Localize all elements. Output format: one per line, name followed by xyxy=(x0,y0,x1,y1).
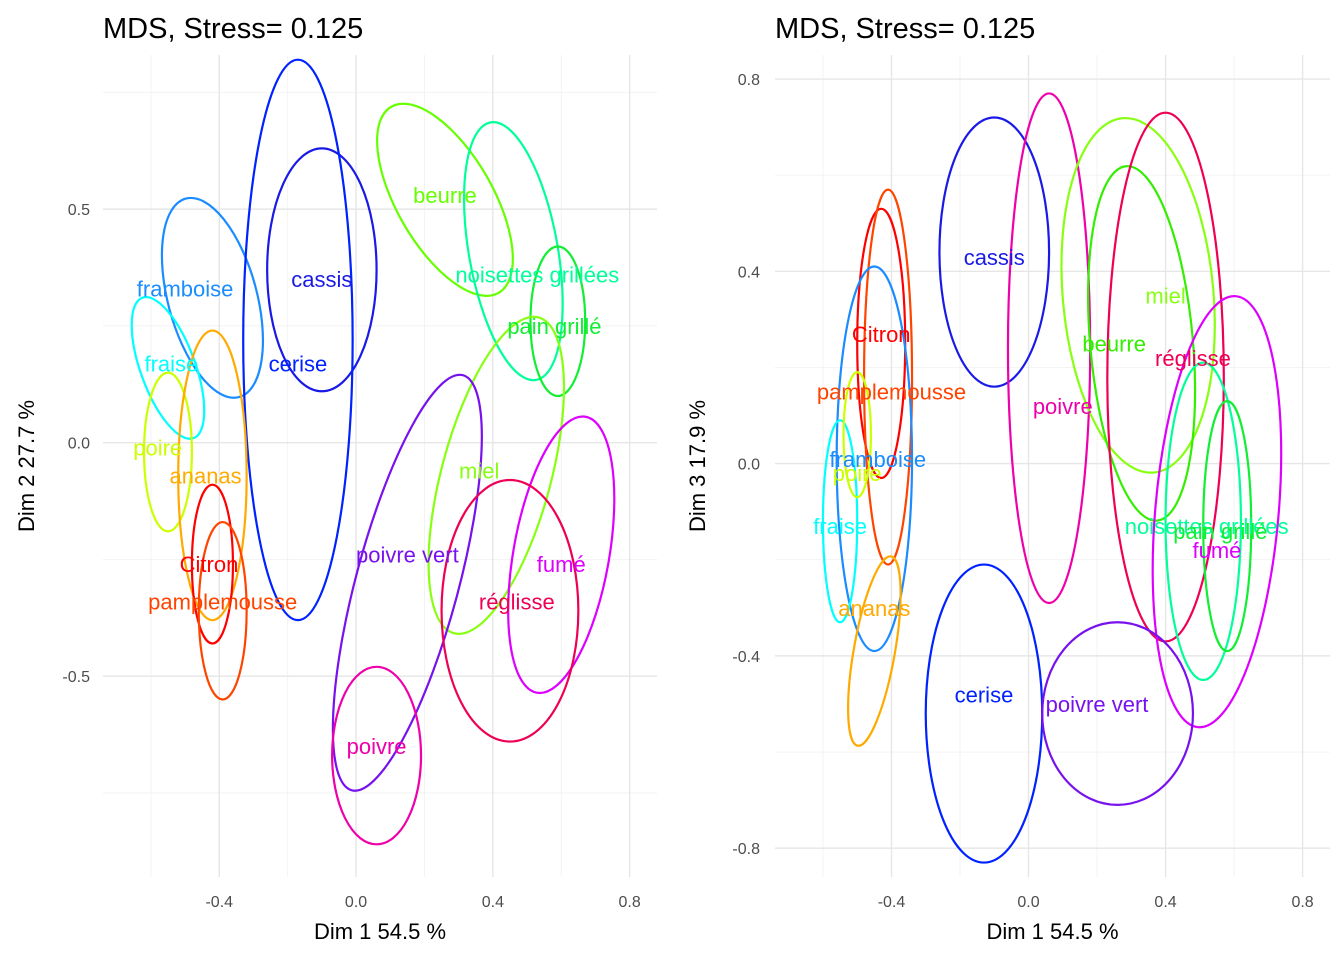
ellipse-beurre xyxy=(376,102,514,297)
point-label: poire xyxy=(833,461,882,486)
ellipse-poire xyxy=(142,371,194,533)
x-tick-label: -0.4 xyxy=(878,894,906,911)
ellipse-pamplemousse xyxy=(197,520,248,701)
point-label: fumé xyxy=(1192,538,1241,563)
point-label: Citron xyxy=(852,322,911,347)
ellipse-poivre-vert xyxy=(1041,621,1195,806)
point-label: noisettes grillées xyxy=(455,263,619,288)
y-tick-label: 0.4 xyxy=(738,264,760,281)
point-label: miel xyxy=(459,459,499,484)
y-tick-label: 0.5 xyxy=(68,202,90,219)
point-label: poivre xyxy=(1033,394,1093,419)
point-label: miel xyxy=(1145,283,1185,308)
ellipse-poire xyxy=(842,371,873,499)
point-label: beurre xyxy=(413,183,477,208)
y-axis-title: Dim 2 27.7 % xyxy=(14,400,39,532)
ellipse-poivre xyxy=(331,665,423,846)
confidence-ellipses xyxy=(130,58,616,846)
y-tick-labels: -0.5 0.0 0.5 xyxy=(62,202,90,686)
x-tick-label: 0.4 xyxy=(1154,894,1176,911)
plot-title: MDS, Stress= 0.125 xyxy=(775,13,1035,45)
x-tick-label: -0.4 xyxy=(205,894,233,911)
x-tick-label: 0.0 xyxy=(1017,894,1039,911)
ellipse-citron xyxy=(190,483,235,645)
point-label: réglisse xyxy=(1155,346,1231,371)
y-tick-label: 0.0 xyxy=(738,457,760,474)
point-label: beurre xyxy=(1082,331,1146,356)
y-tick-labels: -0.8 -0.4 0.0 0.4 0.8 xyxy=(732,72,760,858)
x-tick-label: 0.8 xyxy=(619,894,641,911)
ellipse-cassis xyxy=(266,147,378,393)
x-tick-labels: -0.4 0.0 0.4 0.8 xyxy=(205,894,640,911)
mds-plot-dim1-dim2: framboise cassis cerise fraise poire ananas Ci… xyxy=(14,13,657,944)
point-label: cerise xyxy=(955,682,1014,707)
point-label: fraise xyxy=(813,514,867,539)
plot-grid xyxy=(103,55,657,877)
point-label: pamplemousse xyxy=(817,379,966,404)
x-tick-label: 0.4 xyxy=(482,894,504,911)
point-label: pain grillé xyxy=(507,314,601,339)
ellipse-framboise xyxy=(835,265,914,653)
y-tick-label: 0.0 xyxy=(68,436,90,453)
ellipse-pain-grillé xyxy=(529,245,587,398)
x-axis-title: Dim 1 54.5 % xyxy=(314,919,446,944)
point-label: framboise xyxy=(829,447,926,472)
ellipse-ananas xyxy=(847,555,902,747)
mds-plot-dim1-dim3: cassis Citron pamplemousse framboise fraise p… xyxy=(685,13,1330,944)
ellipse-fumé xyxy=(1151,295,1283,729)
point-label: framboise xyxy=(137,277,234,302)
point-label: ananas xyxy=(838,596,910,621)
ellipse-pamplemousse xyxy=(862,188,914,566)
point-label: pain grillé xyxy=(1173,519,1267,544)
ellipse-pain-grillé xyxy=(1202,400,1253,653)
point-label: poivre xyxy=(347,734,407,759)
ellipse-poivre-vert xyxy=(331,373,483,792)
x-tick-label: 0.8 xyxy=(1291,894,1313,911)
y-tick-label: -0.5 xyxy=(62,669,90,686)
ellipse-fumé xyxy=(507,415,616,695)
point-label: poire xyxy=(133,435,182,460)
ellipse-cerise xyxy=(242,58,354,622)
point-labels: cassis Citron pamplemousse framboise fraise p… xyxy=(813,245,1288,717)
point-labels: framboise cassis cerise fraise poire ananas Ci… xyxy=(133,183,619,759)
ellipse-miel xyxy=(427,315,566,635)
point-label: poivre vert xyxy=(1046,692,1149,717)
point-label: poivre vert xyxy=(356,543,459,568)
point-label: noisettes grillées xyxy=(1125,514,1289,539)
point-label: cassis xyxy=(964,245,1025,270)
y-tick-label: 0.8 xyxy=(738,72,760,89)
ellipse-fraise xyxy=(130,295,206,440)
y-tick-label: -0.8 xyxy=(732,841,760,858)
y-tick-label: -0.4 xyxy=(732,649,760,666)
ellipse-réglisse xyxy=(440,478,580,743)
plot-title: MDS, Stress= 0.125 xyxy=(103,13,363,45)
x-axis-title: Dim 1 54.5 % xyxy=(986,919,1118,944)
ellipse-ananas xyxy=(177,329,248,622)
confidence-ellipses xyxy=(821,92,1283,864)
point-label: ananas xyxy=(169,463,241,488)
x-tick-label: 0.0 xyxy=(345,894,367,911)
ellipse-cassis xyxy=(938,116,1051,388)
point-label: cerise xyxy=(269,351,328,376)
ellipse-réglisse xyxy=(1106,111,1225,643)
ellipse-miel xyxy=(1060,116,1216,474)
ellipse-framboise xyxy=(160,196,265,399)
point-label: réglisse xyxy=(479,589,555,614)
point-label: cassis xyxy=(291,267,352,292)
x-tick-labels: -0.4 0.0 0.4 0.8 xyxy=(878,894,1314,911)
ellipse-fraise xyxy=(821,419,859,624)
point-label: Citron xyxy=(180,552,239,577)
point-label: fumé xyxy=(537,552,586,577)
point-label: fraise xyxy=(144,351,198,376)
ellipse-noisettes-grillées xyxy=(462,121,564,382)
ellipse-noisettes-grillées xyxy=(1164,361,1243,682)
point-label: pamplemousse xyxy=(148,589,297,614)
y-axis-title: Dim 3 17.9 % xyxy=(685,400,710,532)
